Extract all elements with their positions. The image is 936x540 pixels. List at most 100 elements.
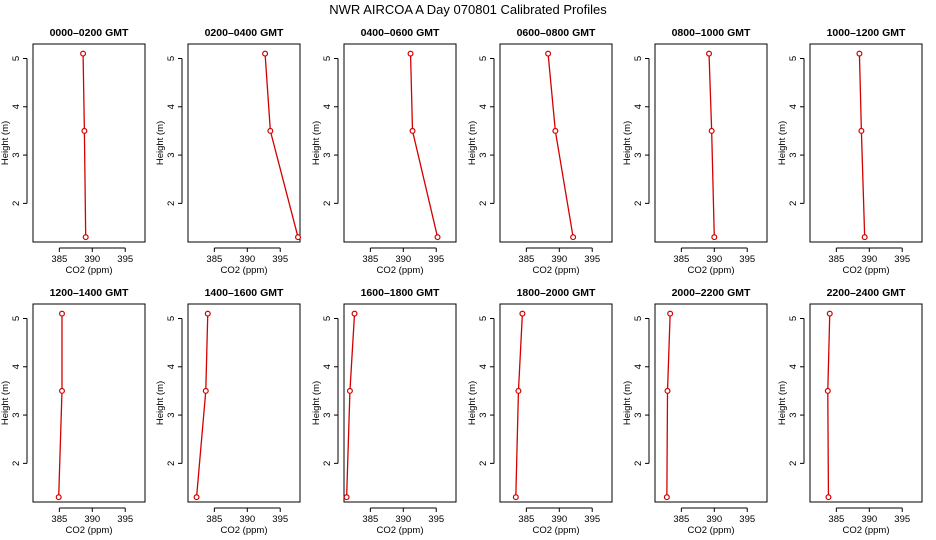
chart-title: 1000–1200 GMT [827,27,906,39]
co2-profile-line [547,53,574,238]
data-point [545,50,552,57]
x-axis-label: CO2 (ppm) [377,265,424,276]
y-tick-label: 3 [478,152,489,157]
x-tick-label: 395 [428,254,444,265]
co2-profile-line [345,313,356,498]
chart-title: 0200–0400 GMT [205,27,284,39]
y-tick-label: 2 [166,461,177,466]
y-tick-label: 4 [788,364,799,369]
plot-frame [809,43,923,243]
x-tick-label: 385 [518,254,534,265]
y-tick-label: 2 [788,201,799,206]
plot-frame [32,303,146,503]
plot-frame [499,43,613,243]
y-tick-label: 3 [322,412,333,417]
plot-frame [343,303,457,503]
co2-profile-line [58,313,63,498]
y-axis-label: Height (m) [0,121,11,165]
x-tick-label: 395 [117,514,133,525]
x-axis-label: CO2 (ppm) [688,265,735,276]
y-tick-label: 4 [166,364,177,369]
x-tick-label: 395 [584,514,600,525]
data-point [407,50,414,57]
profile-chart-2: 0200–0400 GMT 385 390 395 CO2 (ppm) 2 3 4 5 Heigh… [155,27,302,276]
data-point [202,387,209,394]
y-tick-label: 3 [11,412,22,417]
data-point [519,310,526,317]
y-tick-label: 3 [166,412,177,417]
co2-profile-line [515,313,524,498]
co2-profile-line [858,53,866,238]
x-tick-label: 385 [673,254,689,265]
data-point [858,127,865,134]
x-tick-label: 390 [395,514,411,525]
data-point [570,234,577,241]
x-tick-label: 390 [551,514,567,525]
data-point [267,127,274,134]
y-tick-label: 5 [322,316,333,321]
x-axis-label: CO2 (ppm) [843,265,890,276]
x-axis-label: CO2 (ppm) [377,525,424,536]
profile-chart-8: 1400–1600 GMT 385 390 395 CO2 (ppm) 2 3 4 5 Heigh… [155,287,301,536]
co2-profile-line [82,53,87,238]
data-point [346,387,353,394]
x-tick-label: 395 [739,254,755,265]
y-axis-label: Height (m) [155,121,166,165]
profile-chart-7: 1200–1400 GMT 385 390 395 CO2 (ppm) 2 3 4 5 Heigh… [0,287,146,536]
y-tick-label: 5 [166,56,177,61]
profile-chart-4: 0600–0800 GMT 385 390 395 CO2 (ppm) 2 3 4 5 Heigh… [467,27,613,276]
data-point [663,494,670,501]
x-tick-label: 385 [828,514,844,525]
plot-frame [499,303,613,503]
y-tick-label: 5 [478,316,489,321]
y-axis-label: Height (m) [467,121,478,165]
data-point [58,310,65,317]
y-tick-label: 2 [11,461,22,466]
x-tick-label: 385 [206,514,222,525]
profile-chart-6: 1000–1200 GMT 385 390 395 CO2 (ppm) 2 3 4 5 Heigh… [777,27,923,276]
data-point [82,234,89,241]
y-axis-label: Height (m) [467,381,478,425]
data-point [434,234,441,241]
x-tick-label: 390 [706,514,722,525]
y-tick-label: 4 [788,104,799,109]
chart-title: 0000–0200 GMT [50,27,129,39]
y-tick-label: 3 [788,152,799,157]
co2-profile-line [409,53,439,238]
profile-chart-11: 2000–2200 GMT 385 390 395 CO2 (ppm) 2 3 4 5 Heigh… [622,287,768,536]
data-point [512,494,519,501]
y-tick-label: 4 [322,364,333,369]
y-tick-label: 4 [322,104,333,109]
y-tick-label: 5 [478,56,489,61]
co2-profile-line [264,53,299,238]
plot-frame [187,43,301,243]
data-point [351,310,358,317]
profile-chart-3: 0400–0600 GMT 385 390 395 CO2 (ppm) 2 3 4 5 Heigh… [311,27,457,276]
x-tick-label: 385 [362,514,378,525]
plot-frame [343,43,457,243]
x-axis-label: CO2 (ppm) [221,265,268,276]
y-tick-label: 5 [788,56,799,61]
x-tick-label: 385 [673,514,689,525]
x-axis-label: CO2 (ppm) [843,525,890,536]
y-tick-label: 5 [322,56,333,61]
x-tick-label: 395 [584,254,600,265]
y-tick-label: 3 [633,152,644,157]
y-tick-label: 4 [478,364,489,369]
plot-frame [654,303,768,503]
data-point [825,494,832,501]
co2-profile-line [195,313,209,498]
y-tick-label: 2 [11,201,22,206]
chart-title: 0800–1000 GMT [672,27,751,39]
data-point [204,310,211,317]
data-point [861,234,868,241]
y-tick-label: 3 [11,152,22,157]
y-axis-label: Height (m) [622,381,633,425]
x-tick-label: 395 [894,254,910,265]
data-point [262,50,269,57]
chart-title: 1800–2000 GMT [517,287,596,299]
y-tick-label: 2 [788,461,799,466]
chart-title: 0600–0800 GMT [517,27,596,39]
x-tick-label: 385 [518,514,534,525]
y-tick-label: 3 [788,412,799,417]
